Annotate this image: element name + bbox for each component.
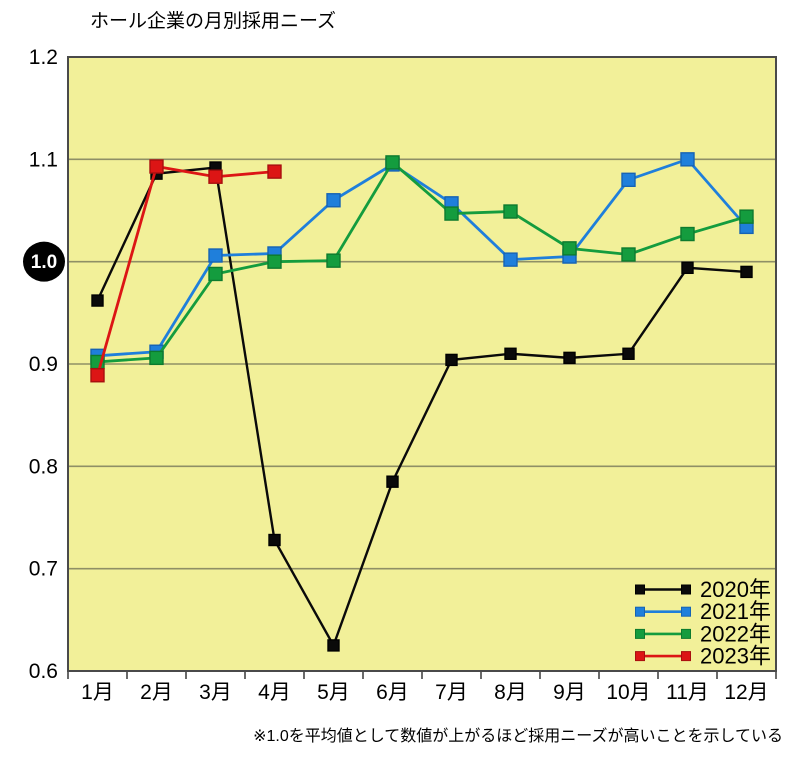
y-tick-label: 0.7 — [29, 558, 58, 581]
data-point-2022年-8月 — [503, 204, 518, 219]
data-point-2023年-4月 — [267, 164, 282, 179]
data-point-2020年-9月 — [563, 351, 576, 365]
x-tick-label: 10月 — [606, 681, 650, 704]
data-point-2022年-4月 — [267, 254, 282, 269]
data-point-2022年-11月 — [680, 226, 695, 242]
plot-border — [67, 56, 777, 672]
data-point-2022年-5月 — [326, 253, 341, 268]
data-point-2020年-6月 — [386, 475, 399, 488]
data-point-2022年-10月 — [621, 247, 636, 262]
chart-title: ホール企業の月別採用ニーズ — [90, 10, 336, 32]
data-point-2022年-12月 — [739, 209, 754, 224]
data-point-2020年-4月 — [268, 533, 281, 547]
x-tick-label: 3月 — [199, 681, 232, 704]
data-point-2023年-3月 — [208, 169, 223, 184]
y-tick-label: 0.6 — [29, 660, 58, 683]
legend-marker — [681, 606, 691, 617]
data-point-2020年-8月 — [504, 347, 517, 360]
x-tick-label: 12月 — [724, 681, 768, 704]
x-tick-label: 11月 — [666, 681, 709, 704]
data-point-2020年-10月 — [622, 347, 635, 360]
data-point-2020年-11月 — [681, 261, 694, 275]
x-tick-label: 6月 — [376, 681, 409, 704]
legend-label: 2022年 — [700, 621, 771, 646]
series-line — [96, 166, 747, 649]
legend-marker — [681, 651, 691, 662]
x-tick-label: 7月 — [435, 681, 468, 704]
x-tick-label: 5月 — [317, 681, 350, 704]
data-point-2020年-5月 — [327, 639, 340, 652]
legend-marker — [635, 606, 645, 617]
data-point-2020年-7月 — [445, 353, 458, 367]
x-tick-label: 8月 — [494, 681, 527, 704]
data-point-2022年-2月 — [149, 350, 164, 366]
legend-marker — [635, 651, 645, 662]
legend-marker — [635, 628, 645, 639]
data-point-2021年-10月 — [621, 172, 636, 188]
series-2022年 — [90, 155, 754, 370]
data-point-2022年-9月 — [562, 241, 577, 256]
data-point-2020年-1月 — [91, 294, 104, 307]
series-line — [96, 164, 275, 376]
x-tick-label: 4月 — [258, 681, 291, 704]
series-2023年 — [90, 159, 282, 383]
legend-label: 2021年 — [700, 599, 771, 624]
x-tick-label: 1月 — [81, 681, 114, 704]
legend-item-2023年: 2023年 — [635, 644, 771, 669]
data-point-2023年-2月 — [149, 159, 164, 174]
y-tick-label: 1.1 — [29, 148, 58, 171]
data-point-2021年-3月 — [208, 248, 223, 263]
plot-generated-content: 1.2 1.1 1.0 0.9 0.8 0.7 0.6 1月 2月 3月 4月 5月 6月 7月 8月 9月 1… — [23, 46, 777, 704]
x-tick-label: 9月 — [553, 681, 586, 704]
legend-item-2021年: 2021年 — [635, 599, 771, 624]
y-tick-label: 1.2 — [29, 46, 58, 69]
data-point-2021年-8月 — [503, 252, 518, 267]
y-tick-label-highlight: 1.0 — [31, 252, 57, 273]
data-point-2020年-12月 — [740, 265, 753, 279]
legend-marker — [681, 584, 691, 595]
legend-label: 2023年 — [700, 644, 771, 669]
data-point-2022年-7月 — [444, 206, 459, 221]
chart-footnote: ※1.0を平均値として数値が上がるほど採用ニーズが高いことを示している — [253, 727, 783, 745]
series-line — [97, 160, 747, 364]
legend-label: 2020年 — [700, 577, 771, 602]
data-point-2021年-11月 — [680, 152, 695, 167]
data-point-2023年-1月 — [90, 368, 105, 383]
badge-circle — [23, 241, 65, 282]
legend-marker — [681, 628, 691, 639]
series-line — [97, 157, 748, 358]
data-point-2022年-6月 — [385, 155, 400, 170]
x-tick-label: 2月 — [140, 681, 173, 704]
y-tick-label: 0.8 — [29, 455, 58, 478]
series-2020年 — [91, 161, 753, 652]
legend-item-2022年: 2022年 — [635, 621, 771, 646]
legend-marker — [635, 584, 645, 595]
y-highlight-badge: 1.0 — [23, 241, 65, 282]
data-point-2021年-5月 — [326, 193, 341, 208]
y-tick-label: 0.9 — [29, 353, 58, 376]
data-point-2022年-3月 — [208, 266, 223, 282]
legend-item-2020年: 2020年 — [635, 577, 771, 602]
